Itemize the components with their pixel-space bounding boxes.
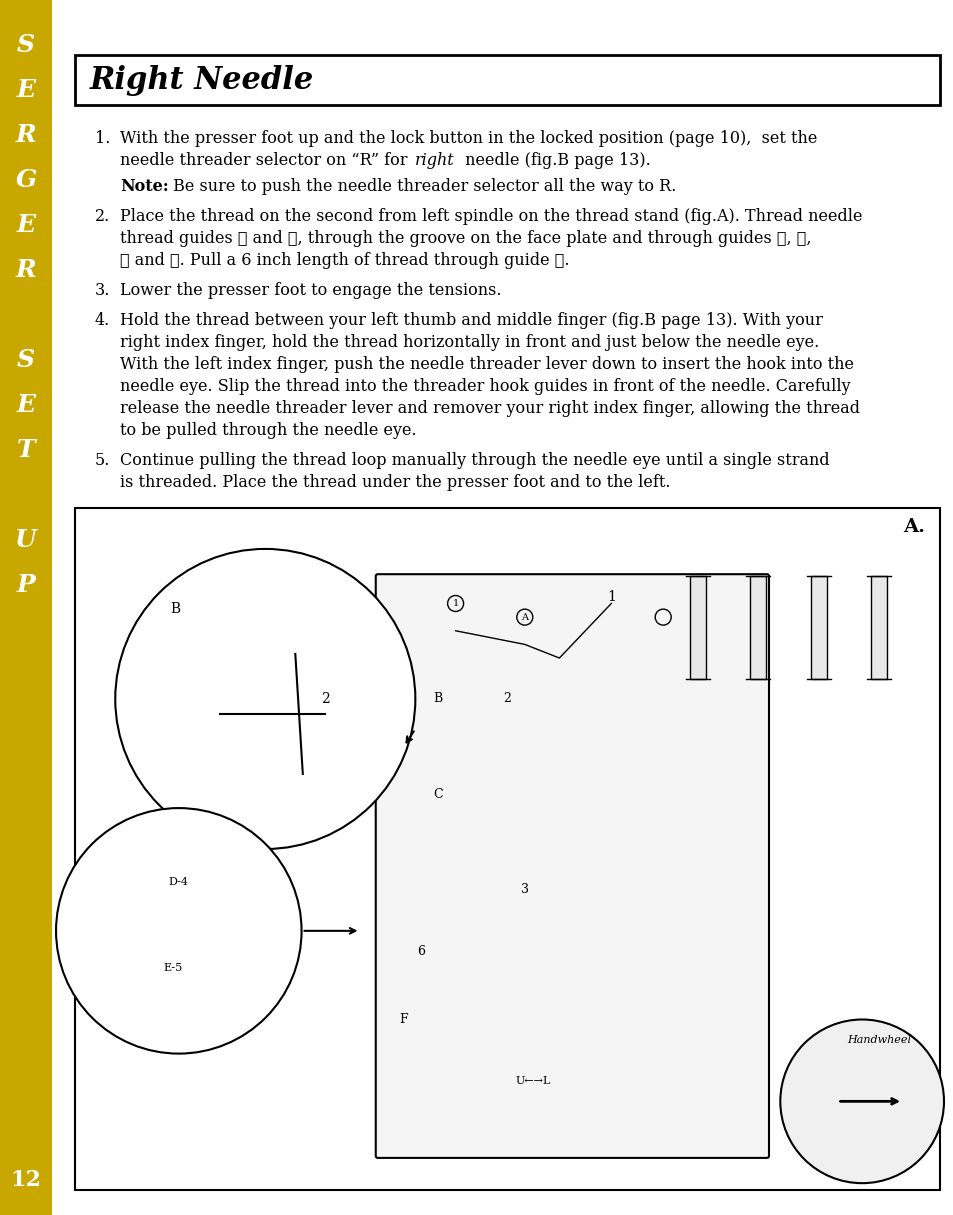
- Text: With the presser foot up and the lock button in the locked position (page 10),  : With the presser foot up and the lock bu…: [120, 130, 817, 147]
- Circle shape: [780, 1019, 943, 1183]
- Text: needle threader selector on “R” for: needle threader selector on “R” for: [120, 152, 413, 169]
- Text: release the needle threader lever and remover your right index finger, allowing : release the needle threader lever and re…: [120, 400, 859, 417]
- Text: R: R: [15, 123, 36, 147]
- Text: 2.: 2.: [95, 208, 111, 225]
- Text: 2: 2: [320, 693, 330, 706]
- Circle shape: [56, 808, 301, 1053]
- Text: Right Needle: Right Needle: [90, 64, 314, 96]
- Text: 2: 2: [503, 693, 511, 706]
- Text: is threaded. Place the thread under the presser foot and to the left.: is threaded. Place the thread under the …: [120, 474, 670, 491]
- Text: Note:: Note:: [120, 179, 169, 194]
- Text: Continue pulling the thread loop manually through the needle eye until a single : Continue pulling the thread loop manuall…: [120, 452, 829, 469]
- Bar: [0, 0, 52, 1215]
- Text: With the left index finger, push the needle threader lever down to insert the ho: With the left index finger, push the nee…: [120, 356, 853, 373]
- Bar: [689, 576, 705, 678]
- Text: 4.: 4.: [95, 312, 111, 329]
- Text: needle eye. Slip the thread into the threader hook guides in front of the needle: needle eye. Slip the thread into the thr…: [120, 378, 850, 395]
- Text: thread guides ① and ②, through the groove on the face plate and through guides ③: thread guides ① and ②, through the groov…: [120, 230, 811, 247]
- Text: E: E: [16, 213, 35, 237]
- Bar: [75, 508, 939, 1189]
- Text: 1: 1: [452, 599, 458, 608]
- Text: P: P: [16, 573, 35, 597]
- Text: 6: 6: [416, 945, 424, 957]
- Text: C: C: [433, 789, 442, 801]
- Bar: [870, 576, 886, 678]
- Text: right: right: [415, 152, 455, 169]
- FancyBboxPatch shape: [375, 575, 768, 1158]
- Text: right index finger, hold the thread horizontally in front and just below the nee: right index finger, hold the thread hori…: [120, 334, 819, 351]
- Text: A: A: [520, 612, 528, 622]
- Text: Lower the presser foot to engage the tensions.: Lower the presser foot to engage the ten…: [120, 282, 501, 299]
- Text: Handwheel: Handwheel: [846, 1035, 910, 1045]
- Text: T: T: [16, 437, 35, 462]
- Text: E: E: [16, 78, 35, 102]
- Text: B: B: [170, 601, 180, 616]
- Text: D-4: D-4: [169, 877, 189, 887]
- Text: B: B: [434, 693, 442, 706]
- Text: Be sure to push the needle threader selector all the way to R.: Be sure to push the needle threader sele…: [168, 179, 676, 194]
- Text: G: G: [15, 168, 36, 192]
- Text: to be pulled through the needle eye.: to be pulled through the needle eye.: [120, 422, 416, 439]
- Bar: [75, 55, 939, 104]
- Text: 1.: 1.: [95, 130, 111, 147]
- Text: needle (fig.B page 13).: needle (fig.B page 13).: [459, 152, 650, 169]
- Bar: [810, 576, 826, 678]
- Circle shape: [115, 549, 415, 849]
- Text: E: E: [16, 392, 35, 417]
- Text: R: R: [15, 258, 36, 282]
- Text: S: S: [17, 347, 35, 372]
- Text: 3: 3: [520, 883, 528, 897]
- Text: S: S: [17, 33, 35, 57]
- Text: Place the thread on the second from left spindle on the thread stand (fig.A). Th: Place the thread on the second from left…: [120, 208, 862, 225]
- Text: 12: 12: [10, 1169, 42, 1191]
- Text: A.: A.: [902, 518, 924, 536]
- Text: 3.: 3.: [95, 282, 111, 299]
- Text: ⑤ and ⑥. Pull a 6 inch length of thread through guide ⑥.: ⑤ and ⑥. Pull a 6 inch length of thread …: [120, 252, 569, 269]
- Text: F: F: [399, 1013, 408, 1025]
- Text: U: U: [15, 529, 37, 552]
- Text: Hold the thread between your left thumb and middle finger (fig.B page 13). With : Hold the thread between your left thumb …: [120, 312, 822, 329]
- Text: U←→L: U←→L: [516, 1075, 551, 1086]
- Bar: [750, 576, 765, 678]
- Text: 1: 1: [606, 589, 615, 604]
- Text: 5.: 5.: [95, 452, 111, 469]
- Text: E-5: E-5: [163, 962, 182, 973]
